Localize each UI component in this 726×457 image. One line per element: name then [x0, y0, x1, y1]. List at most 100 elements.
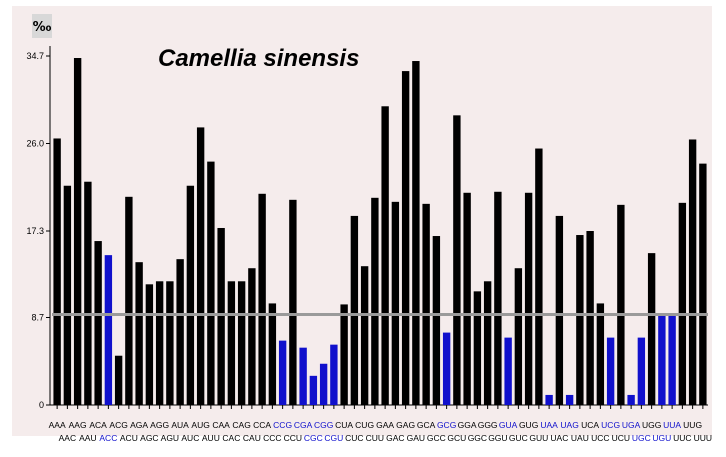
y-tick-label: 26.0	[26, 139, 44, 149]
bar-aga	[135, 262, 143, 405]
y-tick-label: 0	[39, 400, 44, 410]
x-tick-label: ACG	[109, 420, 127, 430]
x-tick-label: UUA	[663, 420, 681, 430]
bar-agc	[145, 284, 154, 405]
x-tick-label: GUC	[509, 433, 528, 443]
y-tick-label: 8.7	[31, 312, 44, 322]
x-tick-label: GAU	[407, 433, 425, 443]
x-tick-label: UAC	[550, 433, 568, 443]
x-tick-label: GAC	[386, 433, 404, 443]
x-tick-label: CCG	[273, 420, 292, 430]
x-tick-label: UAA	[540, 420, 558, 430]
x-tick-label: CAC	[222, 433, 240, 443]
bar-ggc	[473, 291, 482, 405]
bar-uua	[668, 314, 676, 405]
bar-ugc	[637, 337, 646, 405]
bar-cac	[227, 281, 236, 405]
bar-aag	[73, 58, 82, 405]
bar-cug	[360, 266, 369, 405]
x-tick-label: UUG	[683, 420, 702, 430]
bar-cua	[340, 304, 348, 405]
bar-cgg	[319, 363, 328, 405]
bar-gcc	[432, 236, 441, 405]
bar-cau	[248, 268, 256, 405]
x-tick-label: UCG	[601, 420, 620, 430]
x-axis-tick-labels: AAAAACAAGAAUACAACCACGACUAGAAGCAGGAGUAUAA…	[49, 405, 712, 443]
bar-acc	[104, 255, 113, 405]
bar-ugu	[658, 314, 666, 405]
x-tick-label: UCU	[612, 433, 630, 443]
x-tick-label: GGU	[488, 433, 507, 443]
bar-cgu	[330, 344, 338, 405]
bar-uga	[627, 394, 635, 405]
x-tick-label: ACU	[120, 433, 138, 443]
bar-cag	[237, 281, 246, 405]
bar-aaa	[53, 138, 61, 405]
x-tick-label: UGC	[632, 433, 651, 443]
bar-ggu	[494, 191, 502, 405]
x-tick-label: GAG	[396, 420, 415, 430]
bar-ccc	[268, 303, 277, 405]
bar-agg	[155, 281, 164, 405]
x-tick-label: AUG	[191, 420, 209, 430]
x-tick-label: UGU	[652, 433, 671, 443]
bar-uac	[555, 215, 564, 405]
x-tick-label: CCA	[253, 420, 271, 430]
x-tick-label: AGC	[140, 433, 158, 443]
x-tick-label: AUU	[202, 433, 220, 443]
x-tick-label: UGG	[642, 420, 661, 430]
x-tick-label: AAG	[69, 420, 87, 430]
bar-cuc	[350, 215, 359, 405]
bar-aau	[84, 181, 92, 405]
x-tick-label: UCA	[581, 420, 599, 430]
bar-guc	[514, 268, 523, 405]
bar-gua	[504, 337, 512, 405]
bar-cga	[299, 347, 307, 405]
x-tick-label: AGG	[150, 420, 169, 430]
bar-gau	[412, 61, 420, 405]
bar-ggg	[483, 281, 492, 405]
bar-guu	[535, 148, 543, 405]
y-tick-label: 17.3	[26, 226, 44, 236]
x-tick-label: GCG	[437, 420, 456, 430]
unit-badge	[32, 14, 52, 38]
x-tick-label: AGU	[161, 433, 179, 443]
x-tick-label: AUC	[181, 433, 199, 443]
bar-gug	[524, 192, 533, 405]
bar-cca	[258, 193, 266, 405]
bar-gga	[463, 192, 471, 405]
x-tick-label: UAU	[571, 433, 589, 443]
bar-aug	[196, 127, 205, 405]
x-tick-label: CAU	[243, 433, 261, 443]
x-tick-label: GUU	[529, 433, 548, 443]
y-tick-label: 34.7	[26, 51, 44, 61]
bar-ugg	[647, 253, 656, 405]
bar-aca	[94, 241, 102, 405]
bar-ccu	[289, 199, 297, 405]
bar-caa	[217, 227, 225, 405]
bar-gcg	[442, 332, 451, 405]
x-tick-label: GGC	[468, 433, 487, 443]
x-tick-label: GCC	[427, 433, 446, 443]
x-tick-label: ACC	[99, 433, 117, 443]
x-tick-label: CGU	[324, 433, 343, 443]
x-tick-label: CGA	[294, 420, 313, 430]
bar-auu	[207, 161, 215, 405]
x-tick-label: CAG	[232, 420, 250, 430]
bar-auc	[186, 185, 195, 405]
x-tick-label: AAU	[79, 433, 96, 443]
x-tick-label: CCU	[284, 433, 302, 443]
x-tick-label: ACA	[89, 420, 107, 430]
x-tick-label: GCA	[417, 420, 436, 430]
unit-label: ‰	[33, 20, 52, 35]
x-tick-label: GGG	[478, 420, 498, 430]
bar-ucg	[606, 337, 615, 405]
bar-uuc	[678, 202, 687, 405]
x-tick-label: GAA	[376, 420, 394, 430]
bar-uau	[576, 235, 584, 405]
bar-cuu	[371, 197, 379, 405]
bar-uug	[688, 139, 697, 406]
bar-ucc	[596, 303, 605, 405]
bar-cgc	[309, 375, 318, 405]
